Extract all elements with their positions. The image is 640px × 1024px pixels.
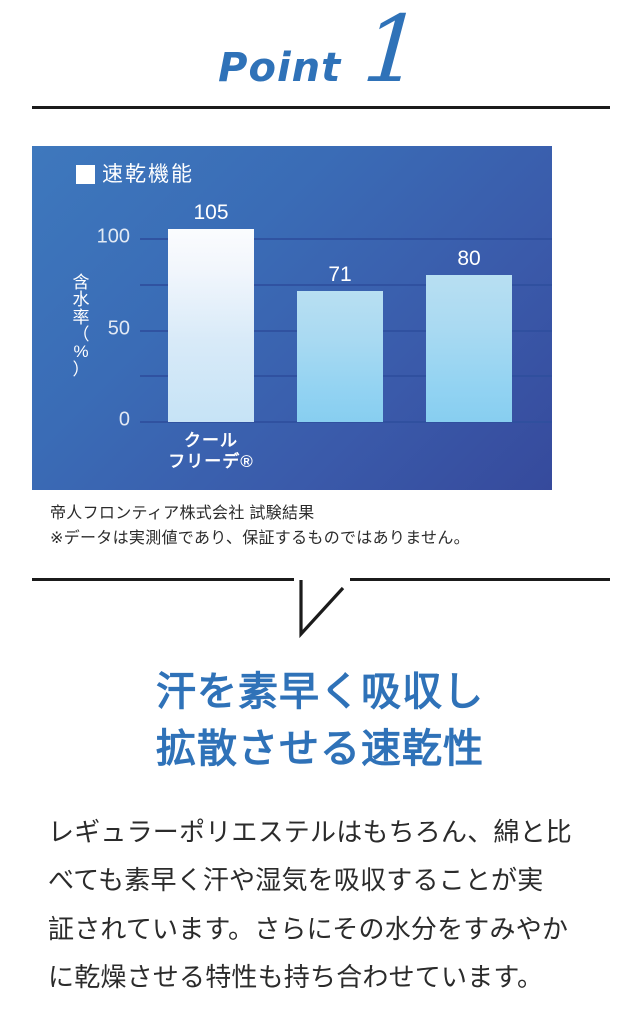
category-label: クール フリーデ® [168, 430, 254, 473]
chevron-down-icon [294, 578, 350, 640]
y-tick-label: 0 [118, 408, 130, 431]
gridline [140, 284, 552, 286]
legend-swatch-icon [76, 165, 95, 184]
chart-legend: 速乾機能 [76, 164, 194, 185]
bar-group: 80 綿 [426, 248, 512, 422]
chart-caption: 帝人フロンティア株式会社 試験結果 ※データは実測値であり、保証するものではあり… [50, 502, 610, 552]
body-copy: レギュラーポリエステルはもちろん、綿と比 べても素早く汗や湿気を吸収することが実… [48, 808, 600, 1001]
point-word: Point [218, 45, 342, 91]
y-axis-label-char: 水 [72, 290, 90, 310]
category-label-text: フリーデ® [168, 452, 254, 472]
bar-value-label: 105 [193, 201, 229, 224]
bar [426, 275, 512, 422]
bar [297, 291, 383, 422]
gridline: 100 [97, 225, 552, 247]
gridline: 0 [119, 408, 552, 430]
bar-value-label: 71 [328, 263, 352, 286]
page-headline: 汗を素早く吸収し 拡散させる速乾性 [0, 664, 640, 778]
legend-label: 速乾機能 [102, 163, 194, 186]
body-line-2: べても素早く汗や湿気を吸収することが実 [48, 865, 544, 896]
y-axis-label-char: 含 [72, 273, 90, 292]
category-label-line: フリーデ® [168, 452, 254, 471]
headline-line-1: 汗を素早く吸収し [156, 670, 484, 714]
y-axis-label-char: ） [72, 359, 90, 379]
caption-line-2: ※データは実測値であり、保証するものではありません。 [50, 529, 470, 547]
headline-line-2: 拡散させる速乾性 [156, 726, 484, 771]
y-tick-label: 100 [96, 225, 130, 248]
bar-group: 105 クール フリーデ® [168, 202, 254, 471]
bar [168, 229, 254, 422]
bar-group: 71 レギュラー ポリエステル [297, 264, 383, 422]
bar-value-label: 80 [457, 247, 481, 270]
y-axis-label: 含 水 率 （ % ） [68, 274, 94, 378]
y-axis-label-char: 率 [72, 307, 90, 327]
point-header: Point 1 [0, 0, 640, 103]
point-number: 1 [359, 0, 426, 103]
category-label-line: クール [184, 431, 238, 450]
body-line-1: レギュラーポリエステルはもちろん、綿と比 [48, 817, 573, 847]
chart-panel: 速乾機能 含 水 率 （ % ） 0 50 100 105 クール フリーデ® [32, 146, 552, 490]
caption-line-1: 帝人フロンティア株式会社 試験結果 [50, 505, 315, 522]
body-line-3: 証されています。さらにその水分をすみやか [48, 913, 569, 944]
section-divider-left [32, 578, 294, 581]
body-line-4: に乾燥させる特性も持ち合わせています。 [48, 962, 544, 993]
section-divider-right [350, 578, 610, 581]
y-axis-label-char: % [73, 342, 89, 362]
y-tick-label: 50 [107, 317, 130, 340]
chart-bars: 105 クール フリーデ® 71 レギュラー ポリエステル 80 綿 [140, 146, 552, 490]
y-axis-label-char: （ [72, 324, 90, 344]
header-divider [32, 106, 610, 109]
